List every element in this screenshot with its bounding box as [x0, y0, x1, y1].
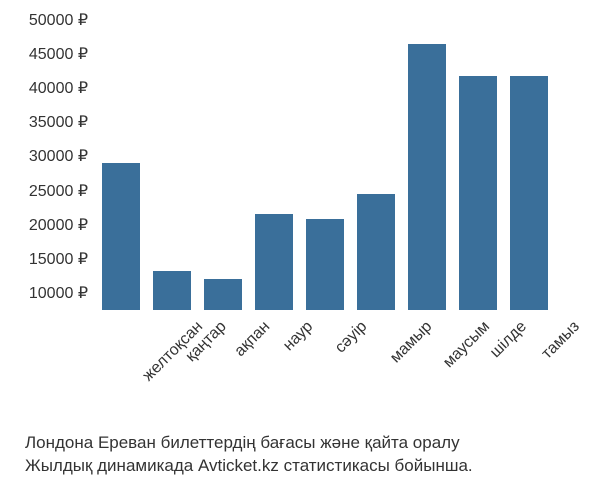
y-axis: 10000 ₽ 15000 ₽ 20000 ₽ 25000 ₽ 30000 ₽ 35000… [0, 20, 88, 310]
y-tick-label: 50000 ₽ [29, 10, 88, 30]
bar [510, 76, 548, 310]
x-tick-label: сәуір [332, 318, 371, 357]
y-tick-label: 10000 ₽ [29, 283, 88, 303]
x-tick-label: наур [280, 318, 317, 355]
x-axis: желтоқсанқаңтарақпаннаурсәуірмамырмаусым… [95, 310, 555, 430]
bar [204, 279, 242, 310]
bar [357, 194, 395, 310]
price-chart: 10000 ₽ 15000 ₽ 20000 ₽ 25000 ₽ 30000 ₽ 35000… [0, 0, 600, 500]
plot-area [95, 20, 555, 310]
bar [255, 214, 293, 310]
x-tick-label: мамыр [387, 318, 436, 367]
chart-caption: Лондона Ереван билеттердің бағасы және қ… [25, 432, 595, 478]
x-tick-label: ақпан [231, 318, 274, 361]
x-tick-label: тамыз [539, 318, 584, 363]
y-tick-label: 15000 ₽ [29, 249, 88, 269]
y-tick-label: 35000 ₽ [29, 112, 88, 132]
bar [459, 76, 497, 310]
bar [408, 44, 446, 310]
bar [102, 163, 140, 310]
bar [153, 271, 191, 310]
y-tick-label: 45000 ₽ [29, 44, 88, 64]
caption-line-2: Жылдық динамикада Avticket.kz статистика… [25, 455, 595, 478]
y-tick-label: 25000 ₽ [29, 181, 88, 201]
bar [306, 219, 344, 310]
y-tick-label: 30000 ₽ [29, 146, 88, 166]
x-tick-label: шілде [487, 318, 531, 362]
y-tick-label: 40000 ₽ [29, 78, 88, 98]
y-tick-label: 20000 ₽ [29, 215, 88, 235]
caption-line-1: Лондона Ереван билеттердің бағасы және қ… [25, 432, 595, 455]
bars-group [95, 20, 555, 310]
x-tick-label: маусым [440, 318, 494, 372]
